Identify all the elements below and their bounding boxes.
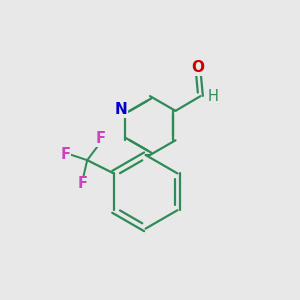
Text: O: O [192, 60, 205, 75]
Text: H: H [208, 88, 218, 104]
Text: F: F [78, 176, 88, 191]
Text: N: N [115, 102, 127, 117]
Text: F: F [95, 131, 106, 146]
Text: F: F [60, 147, 70, 162]
